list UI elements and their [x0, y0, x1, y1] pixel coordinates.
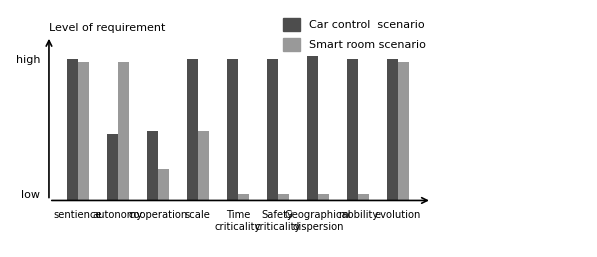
- Bar: [198, 131, 209, 200]
- Bar: [267, 59, 278, 200]
- Bar: [66, 59, 78, 200]
- Bar: [158, 169, 169, 200]
- Bar: [227, 59, 238, 200]
- Legend: Car control  scenario, Smart room scenario: Car control scenario, Smart room scenari…: [281, 16, 428, 53]
- Bar: [78, 62, 89, 200]
- Bar: [307, 56, 318, 200]
- Bar: [347, 59, 358, 200]
- Bar: [118, 62, 129, 200]
- Bar: [107, 134, 118, 200]
- Bar: [318, 194, 329, 200]
- Bar: [387, 59, 398, 200]
- Bar: [187, 59, 198, 200]
- Bar: [358, 194, 369, 200]
- Bar: [398, 62, 409, 200]
- Bar: [278, 194, 289, 200]
- Bar: [147, 131, 158, 200]
- Bar: [238, 194, 249, 200]
- Text: Level of requirement: Level of requirement: [49, 23, 165, 33]
